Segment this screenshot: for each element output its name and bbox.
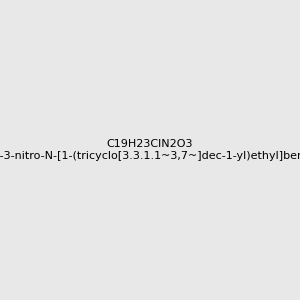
Text: C19H23ClN2O3
4-chloro-3-nitro-N-[1-(tricyclo[3.3.1.1~3,7~]dec-1-yl)ethyl]benzami: C19H23ClN2O3 4-chloro-3-nitro-N-[1-(tric…	[0, 139, 300, 161]
